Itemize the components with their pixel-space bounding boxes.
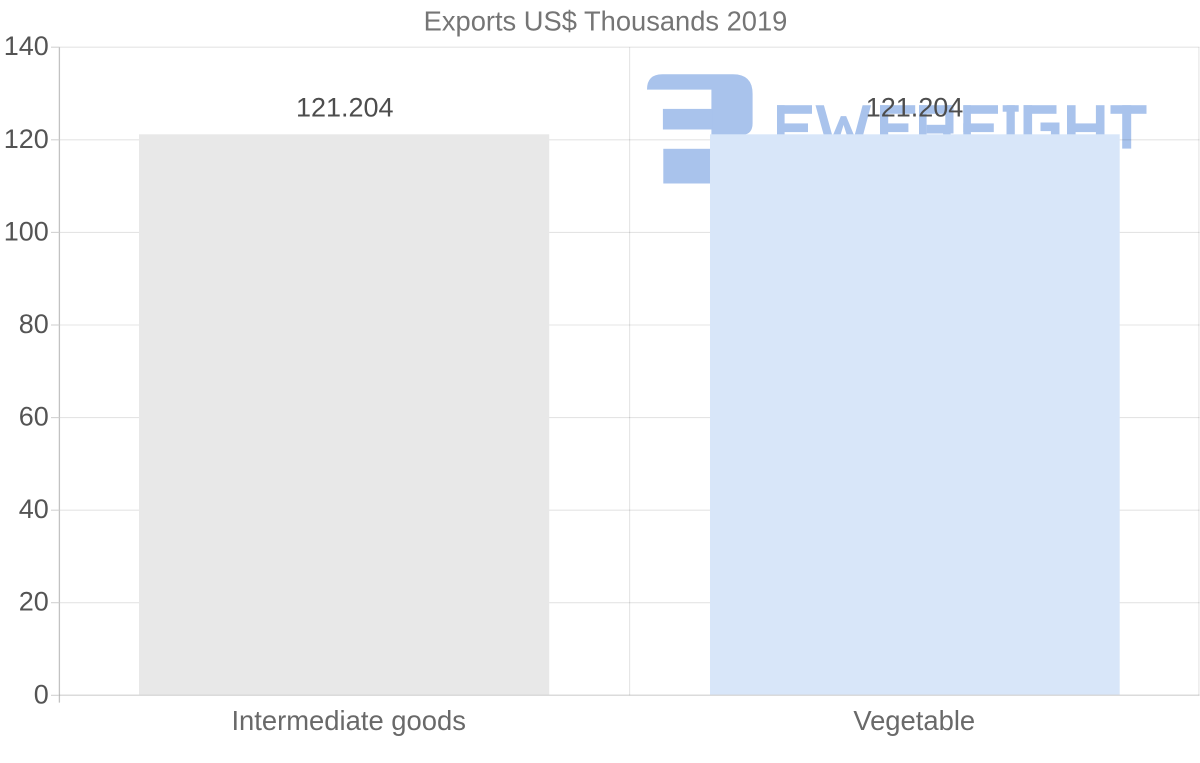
svg-text:0: 0 — [34, 679, 49, 709]
svg-text:Intermediate goods: Intermediate goods — [231, 705, 466, 736]
svg-text:40: 40 — [19, 494, 49, 524]
svg-text:121.204: 121.204 — [296, 92, 394, 122]
svg-text:20: 20 — [19, 587, 49, 617]
svg-text:Vegetable: Vegetable — [853, 705, 975, 736]
svg-text:120: 120 — [4, 124, 49, 154]
svg-text:80: 80 — [19, 309, 49, 339]
svg-text:140: 140 — [4, 31, 49, 61]
svg-text:60: 60 — [19, 402, 49, 432]
svg-text:Exports US$ Thousands 2019: Exports US$ Thousands 2019 — [424, 5, 788, 36]
svg-text:100: 100 — [4, 216, 49, 246]
svg-text:121.204: 121.204 — [866, 92, 964, 122]
